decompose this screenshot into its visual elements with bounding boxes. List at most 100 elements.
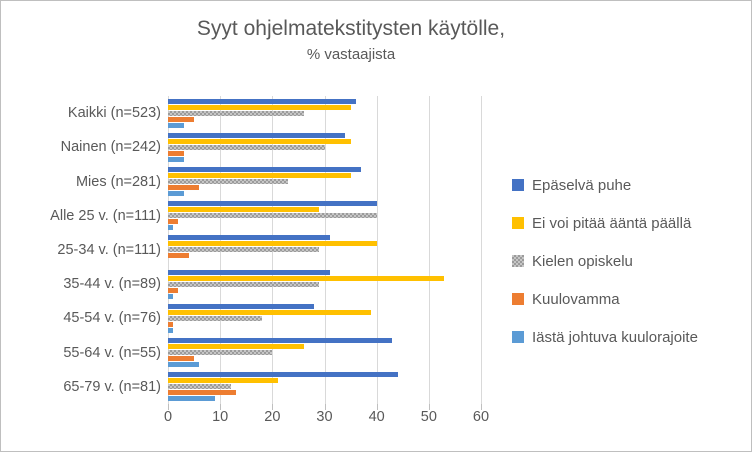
legend-label: Iästä johtuva kuulorajoite bbox=[532, 328, 698, 346]
y-category-label: 55-64 v. (n=55) bbox=[63, 344, 161, 361]
legend-item-5: Iästä johtuva kuulorajoite bbox=[512, 326, 698, 348]
legend-marker-icon bbox=[512, 217, 524, 229]
bar bbox=[168, 338, 393, 344]
bar-group-9 bbox=[168, 370, 481, 404]
bar-group-8 bbox=[168, 336, 481, 370]
chart-title: Syyt ohjelmatekstitysten käytölle, bbox=[196, 17, 506, 40]
bar bbox=[168, 235, 330, 241]
bar bbox=[168, 191, 184, 197]
bar bbox=[168, 356, 195, 362]
bar-group-3 bbox=[168, 164, 481, 198]
legend-label: Epäselvä puhe bbox=[532, 176, 632, 194]
y-category-label: 25-34 v. (n=111) bbox=[57, 241, 161, 258]
bar bbox=[168, 315, 262, 321]
bar-group-6 bbox=[168, 267, 481, 301]
y-category-label: 65-79 v. (n=81) bbox=[63, 378, 161, 395]
bar bbox=[168, 173, 351, 179]
bar bbox=[168, 269, 330, 275]
bar bbox=[168, 378, 278, 384]
y-category-label: Alle 25 v. (n=111) bbox=[50, 207, 161, 224]
gridline-x-60 bbox=[481, 96, 482, 404]
x-tick-label-0: 0 bbox=[163, 409, 173, 425]
bar bbox=[168, 156, 184, 162]
bar bbox=[168, 207, 320, 213]
tick-mark-x-30 bbox=[324, 404, 326, 410]
x-tick-label-20: 20 bbox=[264, 409, 281, 425]
bar bbox=[168, 327, 174, 333]
bar bbox=[168, 309, 372, 315]
y-category-label: 45-54 v. (n=76) bbox=[63, 310, 161, 327]
bar bbox=[168, 138, 351, 144]
bar bbox=[168, 362, 200, 368]
chart-subtitle: % vastaajista bbox=[306, 46, 396, 63]
legend-marker-icon bbox=[512, 179, 524, 191]
bar bbox=[168, 396, 215, 402]
bar bbox=[168, 116, 195, 122]
bar-group-4 bbox=[168, 199, 481, 233]
legend-label: Kielen opiskelu bbox=[532, 252, 633, 270]
tick-mark-x-50 bbox=[428, 404, 430, 410]
y-category-label: Kaikki (n=523) bbox=[67, 105, 161, 122]
y-category-label: Mies (n=281) bbox=[75, 173, 161, 190]
bar bbox=[168, 281, 320, 287]
bar bbox=[168, 390, 236, 396]
bar bbox=[168, 104, 351, 110]
bar bbox=[168, 144, 325, 150]
x-tick-label-60: 60 bbox=[472, 409, 490, 425]
legend-label: Kuulovamma bbox=[532, 290, 620, 308]
legend-marker-icon bbox=[512, 293, 524, 305]
legend-marker-icon bbox=[512, 331, 524, 343]
legend-item-3: Kielen opiskelu bbox=[512, 250, 698, 272]
gridline-x-50 bbox=[428, 96, 430, 404]
legend-item-2: Ei voi pitää ääntä päällä bbox=[512, 212, 698, 234]
bar bbox=[168, 293, 174, 299]
x-tick-label-50: 50 bbox=[420, 409, 437, 425]
bar bbox=[168, 384, 231, 390]
tick-mark-x-10 bbox=[220, 404, 222, 410]
legend-item-1: Epäselvä puhe bbox=[512, 174, 698, 196]
y-category-label: 35-44 v. (n=89) bbox=[63, 276, 161, 293]
bar bbox=[168, 179, 288, 185]
bar bbox=[168, 321, 174, 327]
plot-area bbox=[168, 96, 482, 410]
legend-marker-icon bbox=[512, 255, 524, 267]
gridline-x-40 bbox=[376, 96, 378, 404]
tick-mark-x-60 bbox=[481, 404, 482, 410]
bar-group-7 bbox=[168, 301, 481, 335]
bar-group-2 bbox=[168, 130, 481, 164]
bar bbox=[168, 372, 398, 378]
tick-mark-x-20 bbox=[272, 404, 274, 410]
bar bbox=[168, 350, 273, 356]
bar bbox=[168, 122, 184, 128]
legend-item-4: Kuulovamma bbox=[512, 288, 698, 310]
bar bbox=[168, 132, 346, 138]
y-category-label: Nainen (n=242) bbox=[60, 139, 161, 156]
x-tick-label-30: 30 bbox=[316, 409, 333, 425]
bar bbox=[168, 98, 356, 104]
bar bbox=[168, 150, 184, 156]
tick-mark-x-0 bbox=[168, 404, 169, 410]
x-tick-label-10: 10 bbox=[212, 409, 229, 425]
bar bbox=[168, 344, 304, 350]
bar bbox=[168, 287, 179, 293]
gridline-x-30 bbox=[324, 96, 326, 404]
bar bbox=[168, 219, 179, 225]
bar-group-1 bbox=[168, 96, 481, 130]
bar bbox=[168, 213, 377, 219]
bar bbox=[168, 275, 445, 281]
bar bbox=[168, 110, 304, 116]
bar bbox=[168, 185, 200, 191]
bar bbox=[168, 225, 174, 231]
bar bbox=[168, 253, 189, 259]
bar bbox=[168, 247, 320, 253]
bar bbox=[168, 241, 377, 247]
bar bbox=[168, 167, 362, 173]
legend: Epäselvä puhe Ei voi pitää ääntä päällä Ki… bbox=[512, 174, 698, 364]
bar bbox=[168, 201, 377, 207]
x-tick-label-40: 40 bbox=[368, 409, 385, 425]
legend-label: Ei voi pitää ääntä päällä bbox=[532, 214, 692, 232]
tick-mark-x-40 bbox=[376, 404, 378, 410]
bar bbox=[168, 303, 315, 309]
bar-group-5 bbox=[168, 233, 481, 267]
